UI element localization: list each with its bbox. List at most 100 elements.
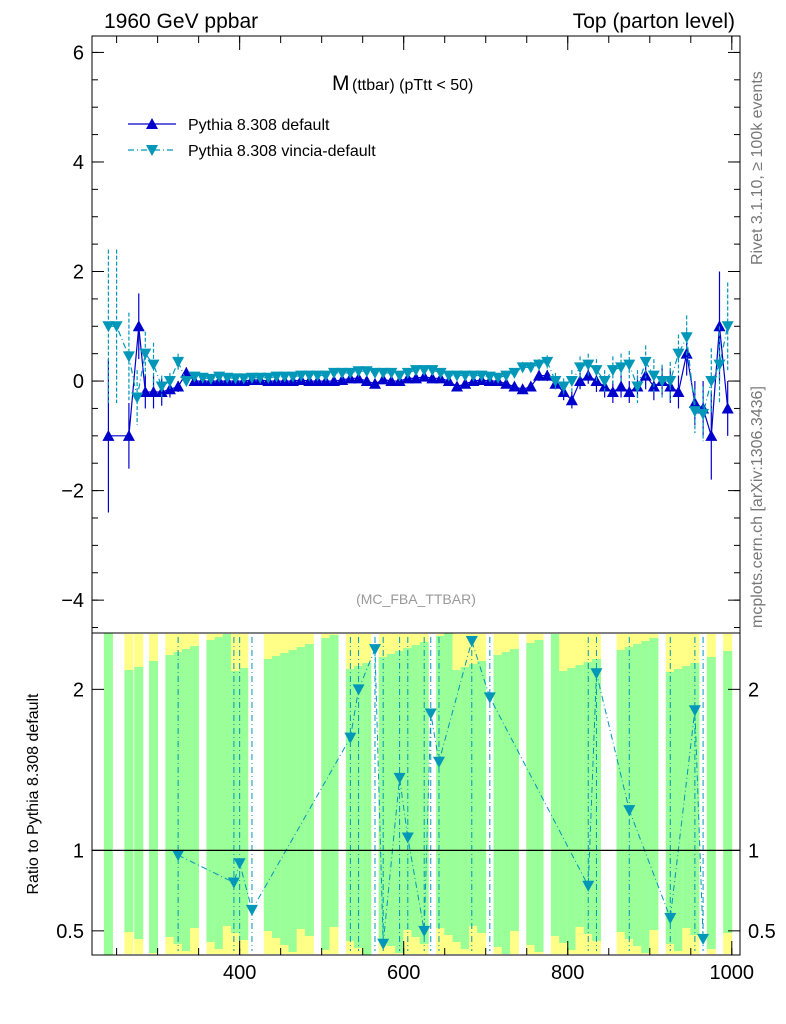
- ratio-band-green: [575, 665, 585, 927]
- ratio-band-green: [649, 638, 659, 930]
- point-vincia: [524, 362, 537, 374]
- point-default: [426, 372, 439, 384]
- ratio-point-vincia: [582, 880, 595, 892]
- point-vincia: [664, 376, 677, 388]
- point-vincia: [245, 372, 258, 384]
- point-default: [541, 369, 554, 381]
- ratio-band-green: [559, 671, 569, 943]
- point-default: [713, 320, 726, 332]
- point-vincia: [631, 381, 644, 393]
- point-vincia: [697, 408, 710, 420]
- ratio-xtick-label: 400: [223, 962, 256, 984]
- point-vincia: [623, 359, 636, 371]
- ratio-band-green: [567, 668, 577, 950]
- point-vincia: [647, 370, 660, 382]
- point-vincia: [639, 356, 652, 368]
- point-vincia: [492, 372, 505, 384]
- point-default: [508, 380, 521, 392]
- ratio-point-vincia: [227, 877, 240, 889]
- point-vincia: [368, 367, 381, 379]
- point-vincia: [377, 367, 390, 379]
- point-vincia: [598, 376, 611, 388]
- ratio-band-green: [682, 666, 692, 928]
- ratio-band-green: [231, 671, 241, 933]
- point-vincia: [278, 371, 291, 383]
- point-default: [360, 375, 373, 387]
- point-vincia: [319, 370, 332, 382]
- ratio-band-green: [239, 668, 249, 940]
- ratio-band-green: [272, 656, 282, 938]
- ratio-xtick-label: 1000: [710, 962, 755, 984]
- ratio-band-green: [206, 640, 216, 942]
- point-vincia: [237, 373, 250, 385]
- point-default: [139, 386, 152, 398]
- point-vincia: [401, 367, 414, 379]
- ratio-band-green: [329, 635, 339, 927]
- ratio-band-green: [591, 659, 601, 941]
- point-vincia: [270, 371, 283, 383]
- point-default: [623, 386, 636, 398]
- ratio-band-green: [501, 652, 511, 954]
- point-vincia: [262, 372, 275, 384]
- point-default: [672, 386, 685, 398]
- point-default: [574, 375, 587, 387]
- point-vincia: [500, 370, 513, 382]
- point-vincia: [147, 359, 160, 371]
- point-vincia: [459, 370, 472, 382]
- point-vincia: [196, 372, 209, 384]
- main-panel: −4 −2 0 2 4 6 M (ttbar) (pTtt < 50) (MC_FBA_T…: [61, 35, 741, 634]
- point-default: [122, 429, 135, 441]
- point-vincia: [516, 362, 529, 374]
- ratio-band-green: [534, 640, 544, 952]
- point-vincia: [344, 367, 357, 379]
- point-vincia: [656, 376, 669, 388]
- point-default: [524, 380, 537, 392]
- ratio-ytick-label-right: 0.5: [748, 921, 776, 943]
- legend: Pythia 8.308 default Pythia 8.308 vincia…: [128, 117, 376, 160]
- ratio-point-vincia: [377, 938, 390, 950]
- main-ytick-label: 4: [73, 152, 84, 174]
- ratio-band-green: [706, 657, 716, 949]
- point-vincia: [131, 392, 144, 404]
- ratio-band-green: [493, 655, 503, 947]
- rivet-label: Rivet 3.1.10, ≥ 100k events: [749, 71, 766, 265]
- point-default: [721, 402, 734, 414]
- main-ytick-label: −4: [61, 590, 84, 612]
- ratio-band-green: [452, 670, 462, 942]
- point-vincia: [122, 351, 135, 363]
- ratio-ytick-label-left: 2: [73, 679, 84, 701]
- ratio-band-green: [190, 646, 200, 928]
- point-vincia: [672, 348, 685, 360]
- point-vincia: [188, 371, 201, 383]
- point-vincia: [303, 370, 316, 382]
- point-default: [172, 380, 185, 392]
- point-default: [377, 373, 390, 385]
- ratio-point-vincia: [697, 933, 710, 945]
- point-vincia: [352, 366, 365, 378]
- point-vincia: [418, 365, 431, 377]
- point-default: [418, 370, 431, 382]
- point-vincia: [180, 376, 193, 388]
- point-default: [565, 394, 578, 406]
- point-vincia: [451, 370, 464, 382]
- point-vincia: [172, 356, 185, 368]
- ratio-band-green: [632, 644, 642, 946]
- ratio-point-vincia: [418, 925, 431, 937]
- ratio-band-green: [304, 644, 314, 936]
- main-ytick-label: 2: [73, 262, 84, 284]
- point-vincia: [139, 348, 152, 360]
- ratio-point-vincia: [465, 636, 478, 648]
- analysis-label: (MC_FBA_TTBAR): [356, 591, 476, 607]
- point-vincia: [615, 362, 628, 374]
- ratio-band-green: [460, 667, 470, 949]
- point-vincia: [286, 371, 299, 383]
- point-vincia: [680, 332, 693, 344]
- ratio-vincia-line: [177, 639, 704, 944]
- point-default: [615, 380, 628, 392]
- point-vincia: [442, 370, 455, 382]
- ratio-band-green: [149, 661, 159, 953]
- point-default: [533, 369, 546, 381]
- point-vincia: [705, 376, 718, 388]
- ratio-band-green: [477, 661, 487, 933]
